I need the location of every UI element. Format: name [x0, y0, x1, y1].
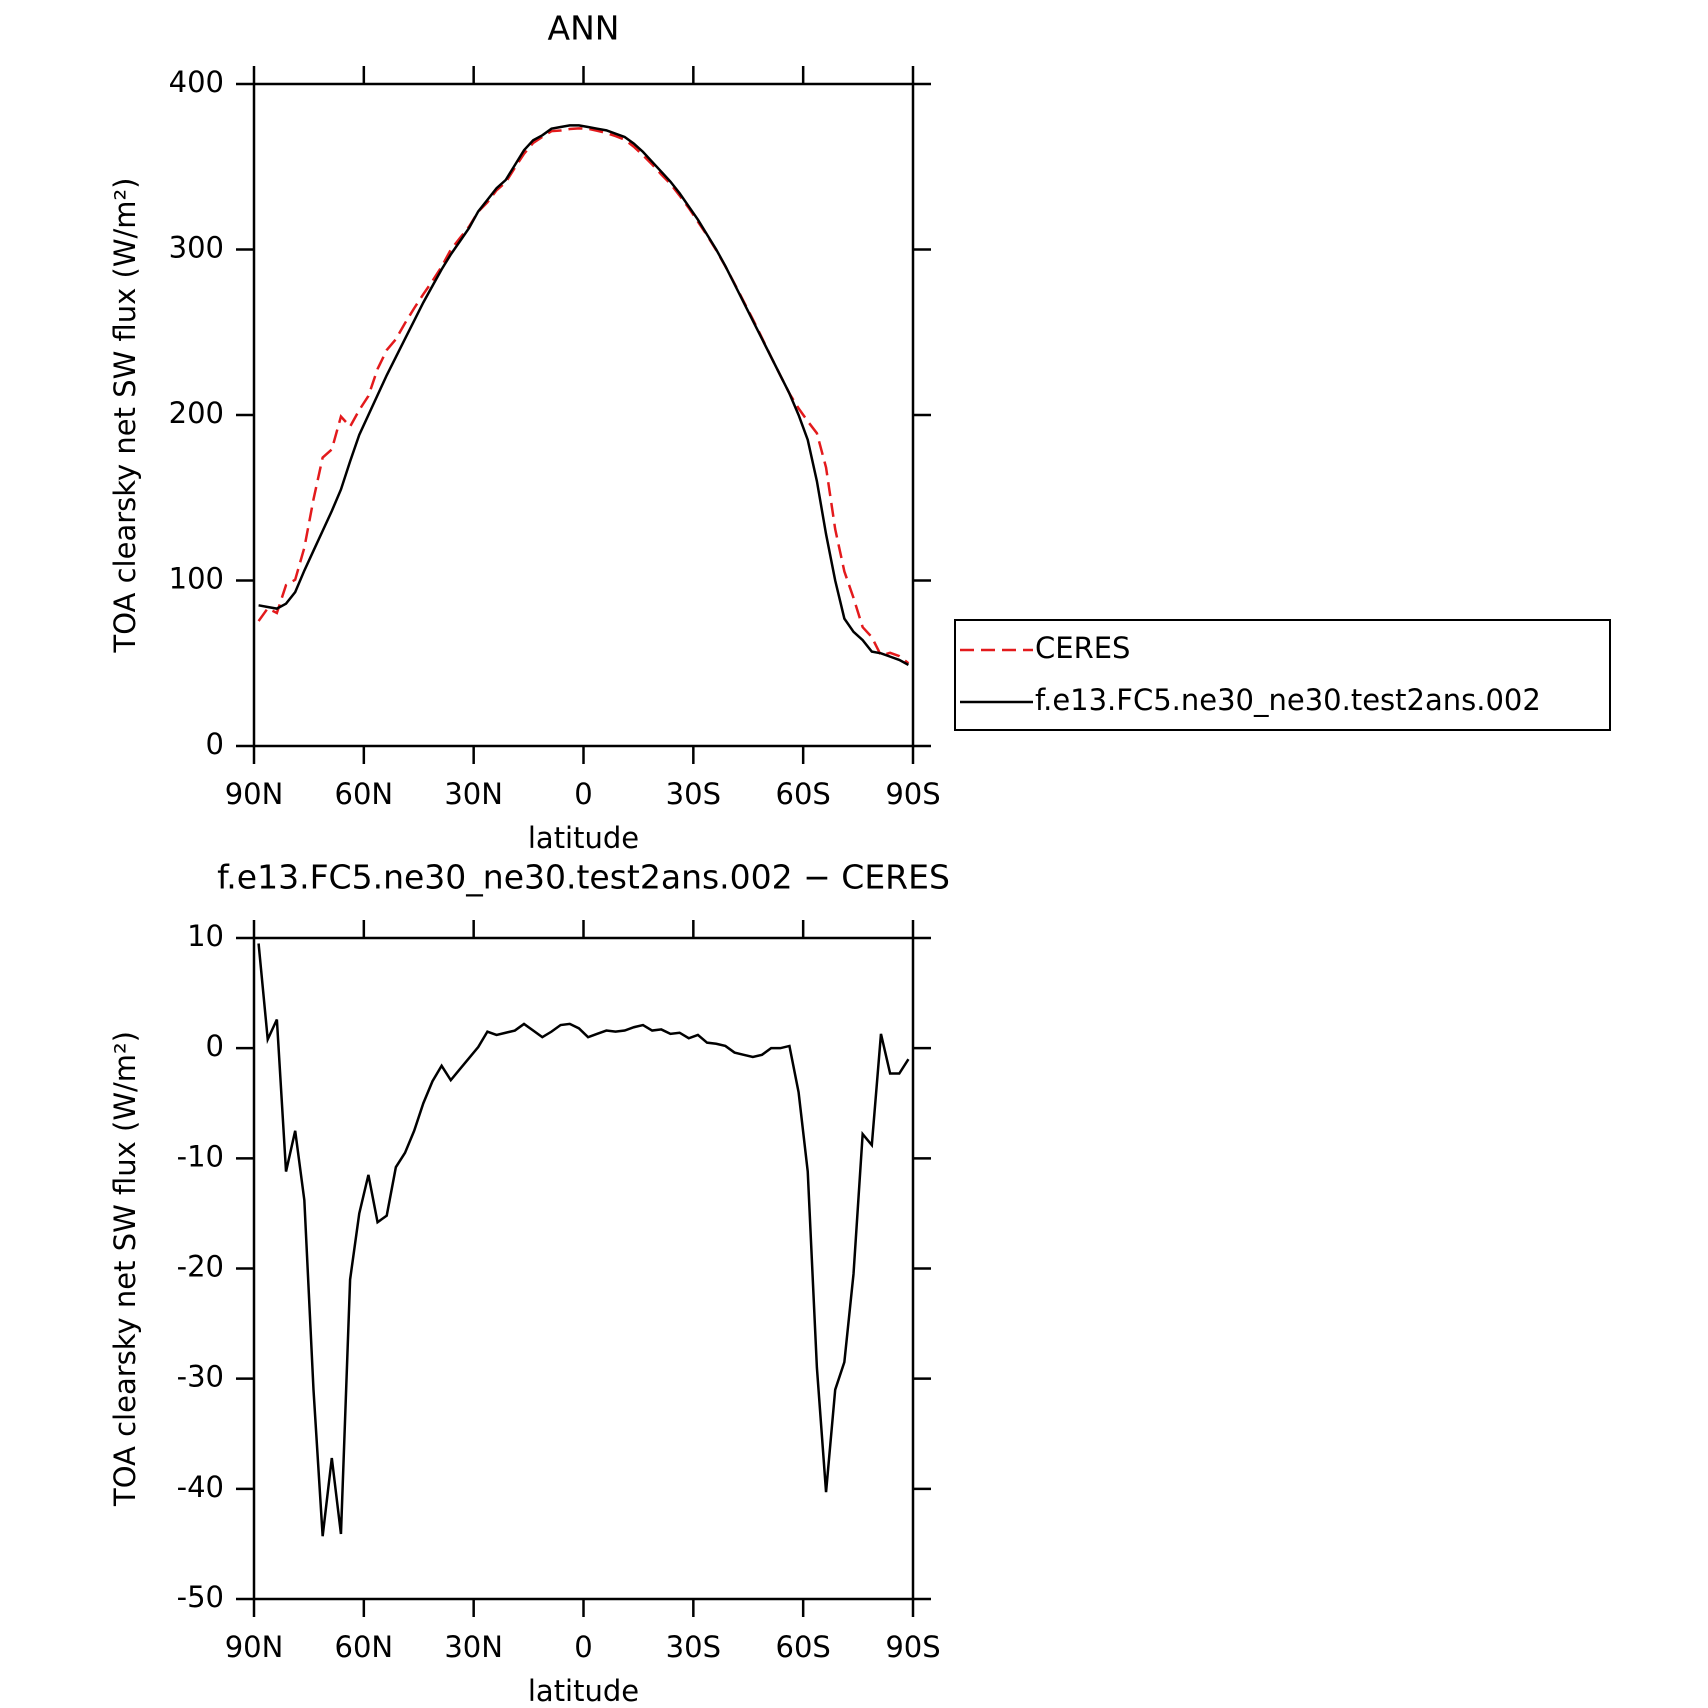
data-line: [257, 943, 910, 1537]
x-tick-label: 30S: [666, 777, 721, 811]
x-tick-label: 90N: [225, 777, 284, 811]
x-tick-label: 60S: [776, 1630, 831, 1664]
data-line: [257, 127, 910, 665]
x-tick-label: 90N: [225, 1630, 284, 1664]
y-tick-label: 0: [206, 727, 224, 761]
plot-frame: [252, 936, 915, 1601]
y-tick-label: 0: [206, 1029, 224, 1063]
x-tick-label: 60N: [335, 1630, 394, 1664]
y-tick-label: 400: [169, 65, 224, 99]
x-tick-label: 0: [574, 1630, 592, 1664]
data-line: [258, 124, 910, 666]
y-tick-label: 200: [169, 396, 224, 430]
plot-frame: [252, 82, 915, 748]
y-axis-label: TOA clearsky net SW flux (W/m²): [108, 178, 142, 654]
legend-label: f.e13.FC5.ne30_ne30.test2ans.002: [1035, 683, 1541, 717]
x-tick-label: 0: [574, 777, 592, 811]
chart-title: f.e13.FC5.ne30_ne30.test2ans.002 − CERES: [217, 858, 950, 897]
y-tick-label: -20: [177, 1250, 224, 1284]
legend-label: CERES: [1035, 631, 1130, 665]
y-tick-label: 100: [169, 562, 224, 596]
x-tick-label: 90S: [885, 777, 940, 811]
x-tick-label: 30N: [444, 1630, 503, 1664]
y-tick-label: -30: [177, 1360, 224, 1394]
x-axis-label: latitude: [528, 1674, 639, 1708]
chart-title: ANN: [548, 9, 620, 48]
y-tick-label: 10: [187, 919, 224, 953]
x-axis-label: latitude: [528, 821, 639, 855]
y-axis-label: TOA clearsky net SW flux (W/m²): [108, 1031, 142, 1507]
x-tick-label: 60S: [776, 777, 831, 811]
x-tick-label: 60N: [335, 777, 394, 811]
y-tick-label: 300: [169, 231, 224, 265]
y-tick-label: -10: [177, 1139, 224, 1173]
y-tick-label: -40: [177, 1470, 224, 1504]
legend-box: [954, 619, 1611, 731]
legend: CERES f.e13.FC5.ne30_ne30.test2ans.002: [954, 619, 1611, 731]
y-tick-label: -50: [177, 1580, 224, 1614]
x-tick-label: 30N: [444, 777, 503, 811]
x-tick-label: 90S: [885, 1630, 940, 1664]
x-tick-label: 30S: [666, 1630, 721, 1664]
